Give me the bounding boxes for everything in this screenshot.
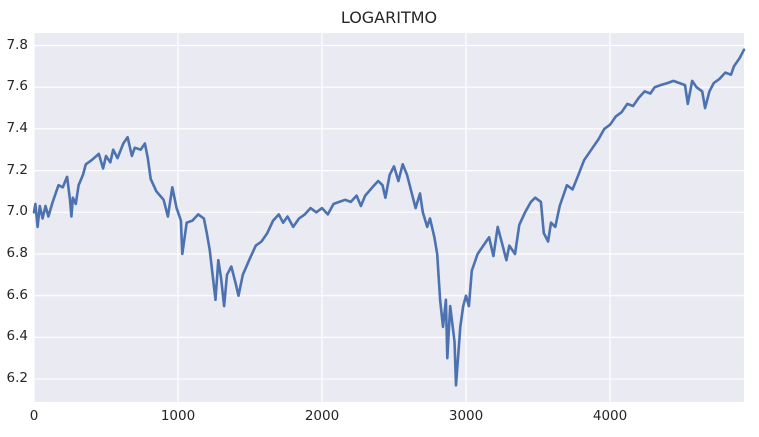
y-tick-label: 7.2: [6, 161, 28, 178]
x-tick-label: 4000: [592, 408, 628, 424]
plot-area: [34, 33, 744, 402]
x-tick-label: 3000: [448, 408, 484, 424]
gridlines: [33, 33, 744, 402]
y-tick-label: 6.4: [6, 328, 28, 345]
x-tick-label: 0: [29, 408, 39, 424]
y-tick-label: 7.4: [6, 119, 28, 136]
chart-title: LOGARITMO: [340, 8, 438, 27]
y-tick-label: 7.6: [6, 78, 28, 95]
y-tick-label: 7.0: [6, 203, 28, 220]
y-tick-label: 6.8: [6, 244, 28, 261]
y-tick-label: 6.6: [6, 286, 28, 303]
x-tick-label: 1000: [160, 408, 196, 424]
y-tick-label: 6.2: [6, 370, 28, 387]
x-tick-label: 2000: [304, 408, 340, 424]
series-line-logaritmo: [32, 48, 746, 387]
y-tick-label: 7.8: [6, 36, 28, 53]
